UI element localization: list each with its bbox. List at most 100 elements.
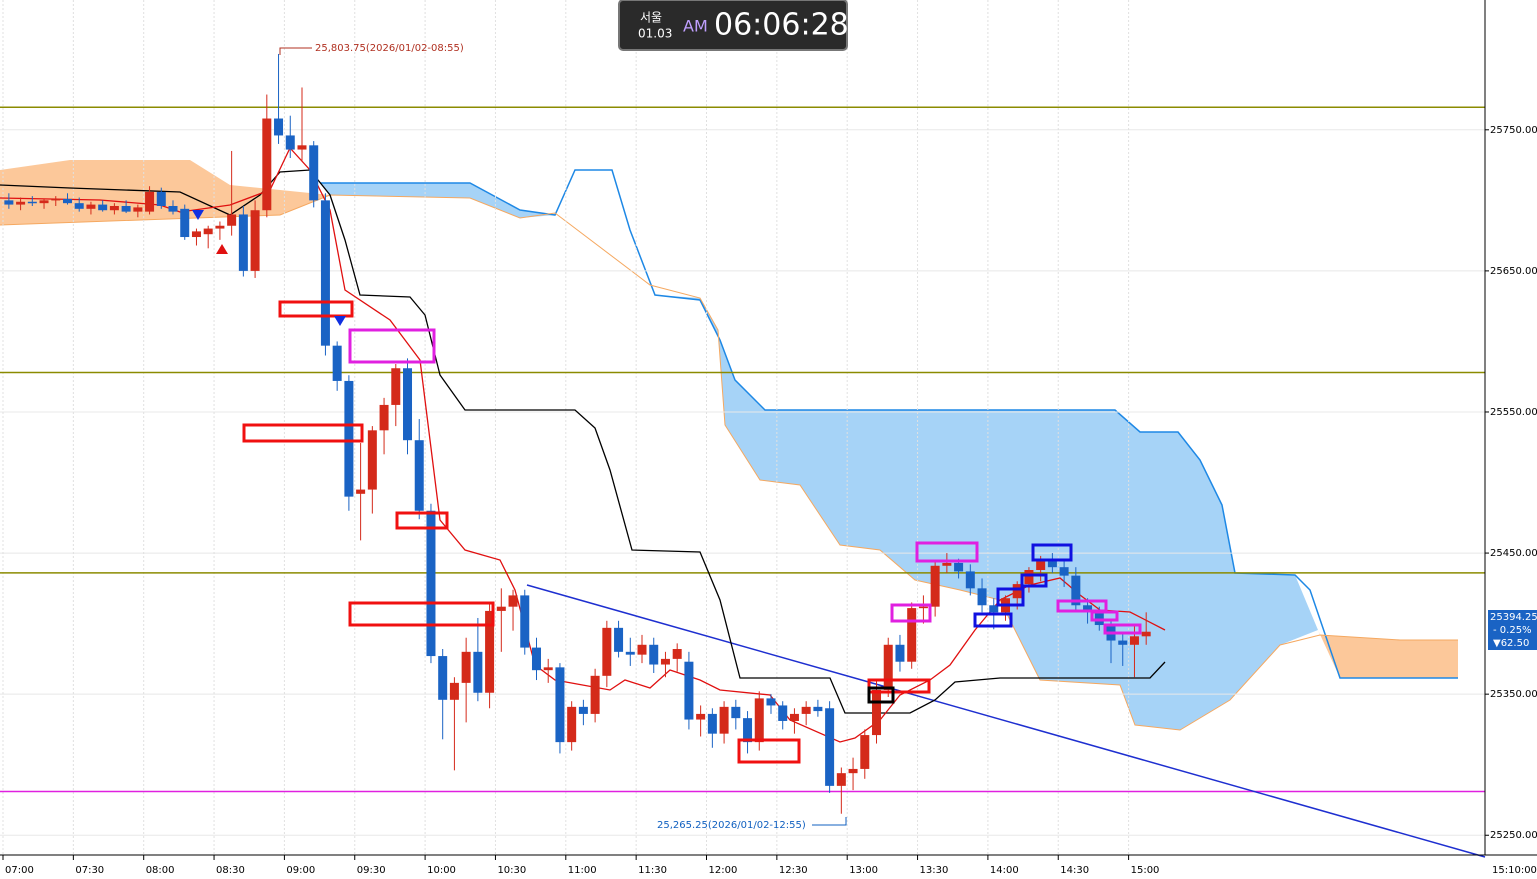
candle-body — [1036, 561, 1046, 570]
candle-body — [672, 649, 682, 659]
candle-body — [1129, 636, 1139, 645]
candle-body — [1012, 584, 1022, 599]
x-tick-label: 09:30 — [357, 865, 386, 876]
x-tick-label: 13:00 — [849, 865, 878, 876]
x-tick-label: 07:00 — [5, 865, 34, 876]
candle-body — [918, 606, 928, 609]
candle-body — [262, 118, 272, 211]
span-b — [0, 194, 1458, 731]
candle-body — [203, 228, 213, 235]
sell-arrow — [192, 210, 204, 220]
candle-body — [27, 201, 37, 204]
y-tick-label: 25750.00 — [1490, 125, 1537, 136]
candle-body — [39, 200, 49, 204]
candle-body — [602, 627, 612, 676]
candle-body — [285, 135, 295, 150]
candle-body — [860, 735, 870, 769]
box — [890, 603, 932, 623]
candle-body — [98, 204, 108, 211]
x-tick-label: 08:00 — [146, 865, 175, 876]
candle-body — [297, 145, 307, 150]
last-change: - 0.25% — [1493, 625, 1532, 636]
clock-bg — [618, 0, 848, 51]
box — [1056, 599, 1108, 613]
x-tick-label: 10:00 — [427, 865, 456, 876]
candle-body — [414, 440, 424, 511]
span-a — [320, 169, 1458, 679]
candle-body — [1024, 570, 1034, 585]
candle-body — [133, 207, 143, 212]
conversion-line — [0, 146, 1166, 743]
candle-body — [1047, 561, 1057, 568]
candle-body — [227, 214, 237, 226]
candle-body — [813, 706, 823, 712]
candle-body — [977, 588, 987, 606]
candle-body — [766, 698, 776, 706]
candle-body — [426, 510, 436, 657]
x-tick-label: 15:00 — [1131, 865, 1160, 876]
cloud-orange — [1318, 630, 1458, 678]
candle-body — [684, 661, 694, 720]
candle-body — [614, 627, 624, 652]
buy-arrow — [216, 244, 228, 254]
candle-body — [438, 656, 448, 700]
high-label: 25,803.75(2026/01/02-08:55) — [315, 43, 464, 54]
last-diff: ▼62.50 — [1493, 638, 1529, 649]
x-tick-label: 11:00 — [568, 865, 597, 876]
candle-body — [649, 644, 659, 665]
candle-body — [145, 191, 155, 212]
box — [1020, 573, 1048, 588]
high-pointer — [279, 47, 312, 55]
candle-body — [836, 773, 846, 786]
x-tick-label: 10:30 — [497, 865, 526, 876]
candle-body — [473, 651, 483, 693]
box — [348, 328, 436, 364]
candle-body — [907, 608, 917, 662]
candle-body — [449, 682, 459, 700]
candle-body — [168, 205, 178, 212]
box — [242, 423, 364, 443]
candle-body — [356, 489, 366, 494]
candle-body — [121, 205, 131, 212]
candle-body — [883, 644, 893, 690]
candle-body — [637, 644, 647, 655]
candle-body — [848, 768, 858, 774]
x-corner: 15:10:00 — [1492, 865, 1537, 876]
signals — [192, 210, 346, 326]
x-tick-label: 09:00 — [286, 865, 315, 876]
candle-body — [965, 571, 975, 589]
box — [973, 612, 1013, 628]
clock: 서울 01.03 AM 06:06:28 — [618, 0, 849, 51]
x-tick-label: 13:30 — [920, 865, 949, 876]
candle-body — [1083, 605, 1093, 613]
candle-body — [485, 610, 495, 693]
box — [1103, 623, 1142, 635]
last-price-tag: 25394.25 - 0.25% ▼62.50 — [1488, 610, 1537, 650]
clock-time: 06:06:28 — [714, 8, 849, 43]
y-tick-label: 25650.00 — [1490, 266, 1537, 277]
x-tick-label: 07:30 — [75, 865, 104, 876]
candle-body — [872, 689, 882, 736]
candle-body — [543, 667, 553, 671]
candle-body — [1118, 640, 1128, 645]
candle-body — [215, 225, 225, 229]
box — [278, 300, 354, 318]
box — [348, 601, 495, 627]
candle-body — [930, 565, 940, 607]
candle-body — [1071, 575, 1081, 606]
candle-body — [989, 605, 999, 613]
candle-body — [156, 191, 166, 206]
candle-body — [660, 658, 670, 665]
tag-bg — [1488, 610, 1537, 650]
candle-body — [74, 203, 84, 209]
last-price: 25394.25 — [1490, 612, 1537, 623]
cloud-blue — [655, 295, 1318, 730]
x-tick-label: 14:30 — [1060, 865, 1089, 876]
candle-body — [250, 210, 260, 271]
box — [915, 541, 979, 563]
clock-date: 01.03 — [638, 27, 672, 41]
cloud — [0, 160, 1458, 731]
x-tick-label: 12:30 — [779, 865, 808, 876]
candle-body — [801, 706, 811, 714]
